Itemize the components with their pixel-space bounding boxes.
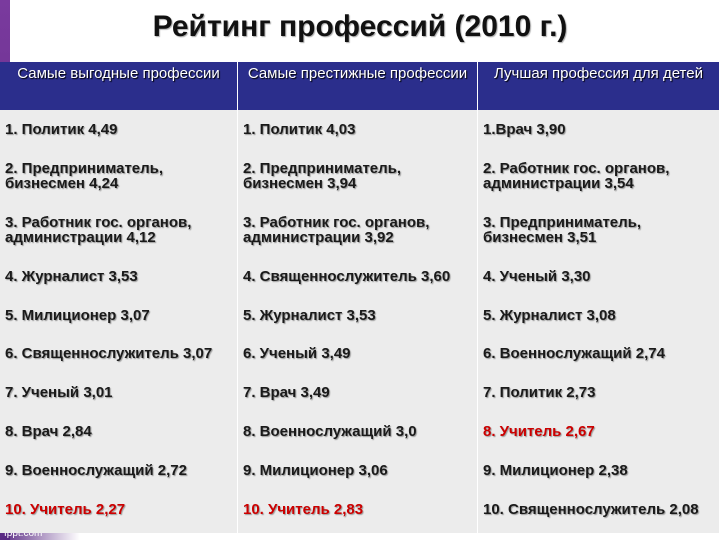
- rating-item: 4. Ученый 3,30: [483, 267, 591, 285]
- rating-item: 2. Предприниматель, бизнесмен 4,24: [5, 159, 164, 192]
- rating-item: 1. Политик 4,49: [5, 120, 118, 138]
- rating-item: 1. Политик 4,03: [243, 120, 356, 138]
- rating-item: 9. Милиционер 3,06: [243, 462, 388, 480]
- rating-item: 5. Милиционер 3,07: [5, 306, 150, 324]
- rating-item: 6. Военнослужащий 2,74: [483, 345, 665, 363]
- rating-item: 3. Работник гос. органов, администрации …: [5, 213, 192, 246]
- rating-item: 7. Ученый 3,01: [5, 384, 113, 402]
- rating-item: 1.Врач 3,90: [483, 120, 566, 138]
- rating-item: 5. Журналист 3,08: [483, 306, 616, 324]
- rating-item: 10. Учитель 2,27: [5, 500, 126, 518]
- table: Самые выгодные профессии Самые престижные…: [0, 62, 720, 533]
- footer: fppt.com: [4, 528, 43, 539]
- title: Рейтинг профессий (2010 г.): [152, 10, 568, 43]
- rating-item: 8. Военнослужащий 3,0: [243, 423, 417, 441]
- rating-item: 4. Священнослужитель 3,60: [243, 267, 451, 285]
- rating-item: 4. Журналист 3,53: [5, 267, 138, 285]
- header-cell: Самые выгодные профессии: [0, 62, 238, 110]
- rating-item: 8. Учитель 2,67: [483, 423, 595, 441]
- rating-item: 10. Учитель 2,83: [243, 500, 364, 518]
- rating-item: 2. Предприниматель, бизнесмен 3,94: [243, 159, 402, 192]
- header-cell: Самые престижные профессии: [238, 62, 478, 110]
- rating-item: 3. Предприниматель, бизнесмен 3,51: [483, 213, 642, 246]
- header-cell: Лучшая профессия для детей: [478, 62, 720, 110]
- rating-item: 8. Врач 2,84: [5, 423, 92, 441]
- rating-item: 6. Ученый 3,49: [243, 345, 351, 363]
- rating-item: 2. Работник гос. органов, администрации …: [483, 159, 670, 192]
- rating-item: 7. Политик 2,73: [483, 384, 596, 402]
- column: 1. Политик 4,03 2. Предприниматель, бизне…: [238, 110, 478, 533]
- rating-item: 9. Военнослужащий 2,72: [5, 462, 187, 480]
- rating-item: 3. Работник гос. органов, администрации …: [243, 213, 430, 246]
- rating-item: 10. Священнослужитель 2,08: [483, 500, 699, 518]
- rating-item: 5. Журналист 3,53: [243, 306, 376, 324]
- column: 1. Политик 4,49 2. Предприниматель, бизне…: [0, 110, 238, 533]
- column: 1.Врач 3,90 2. Работник гос. органов, адм…: [478, 110, 720, 533]
- rating-item: 7. Врач 3,49: [243, 384, 330, 402]
- rating-item: 6. Священнослужитель 3,07: [5, 345, 213, 363]
- rating-item: 9. Милиционер 2,38: [483, 462, 628, 480]
